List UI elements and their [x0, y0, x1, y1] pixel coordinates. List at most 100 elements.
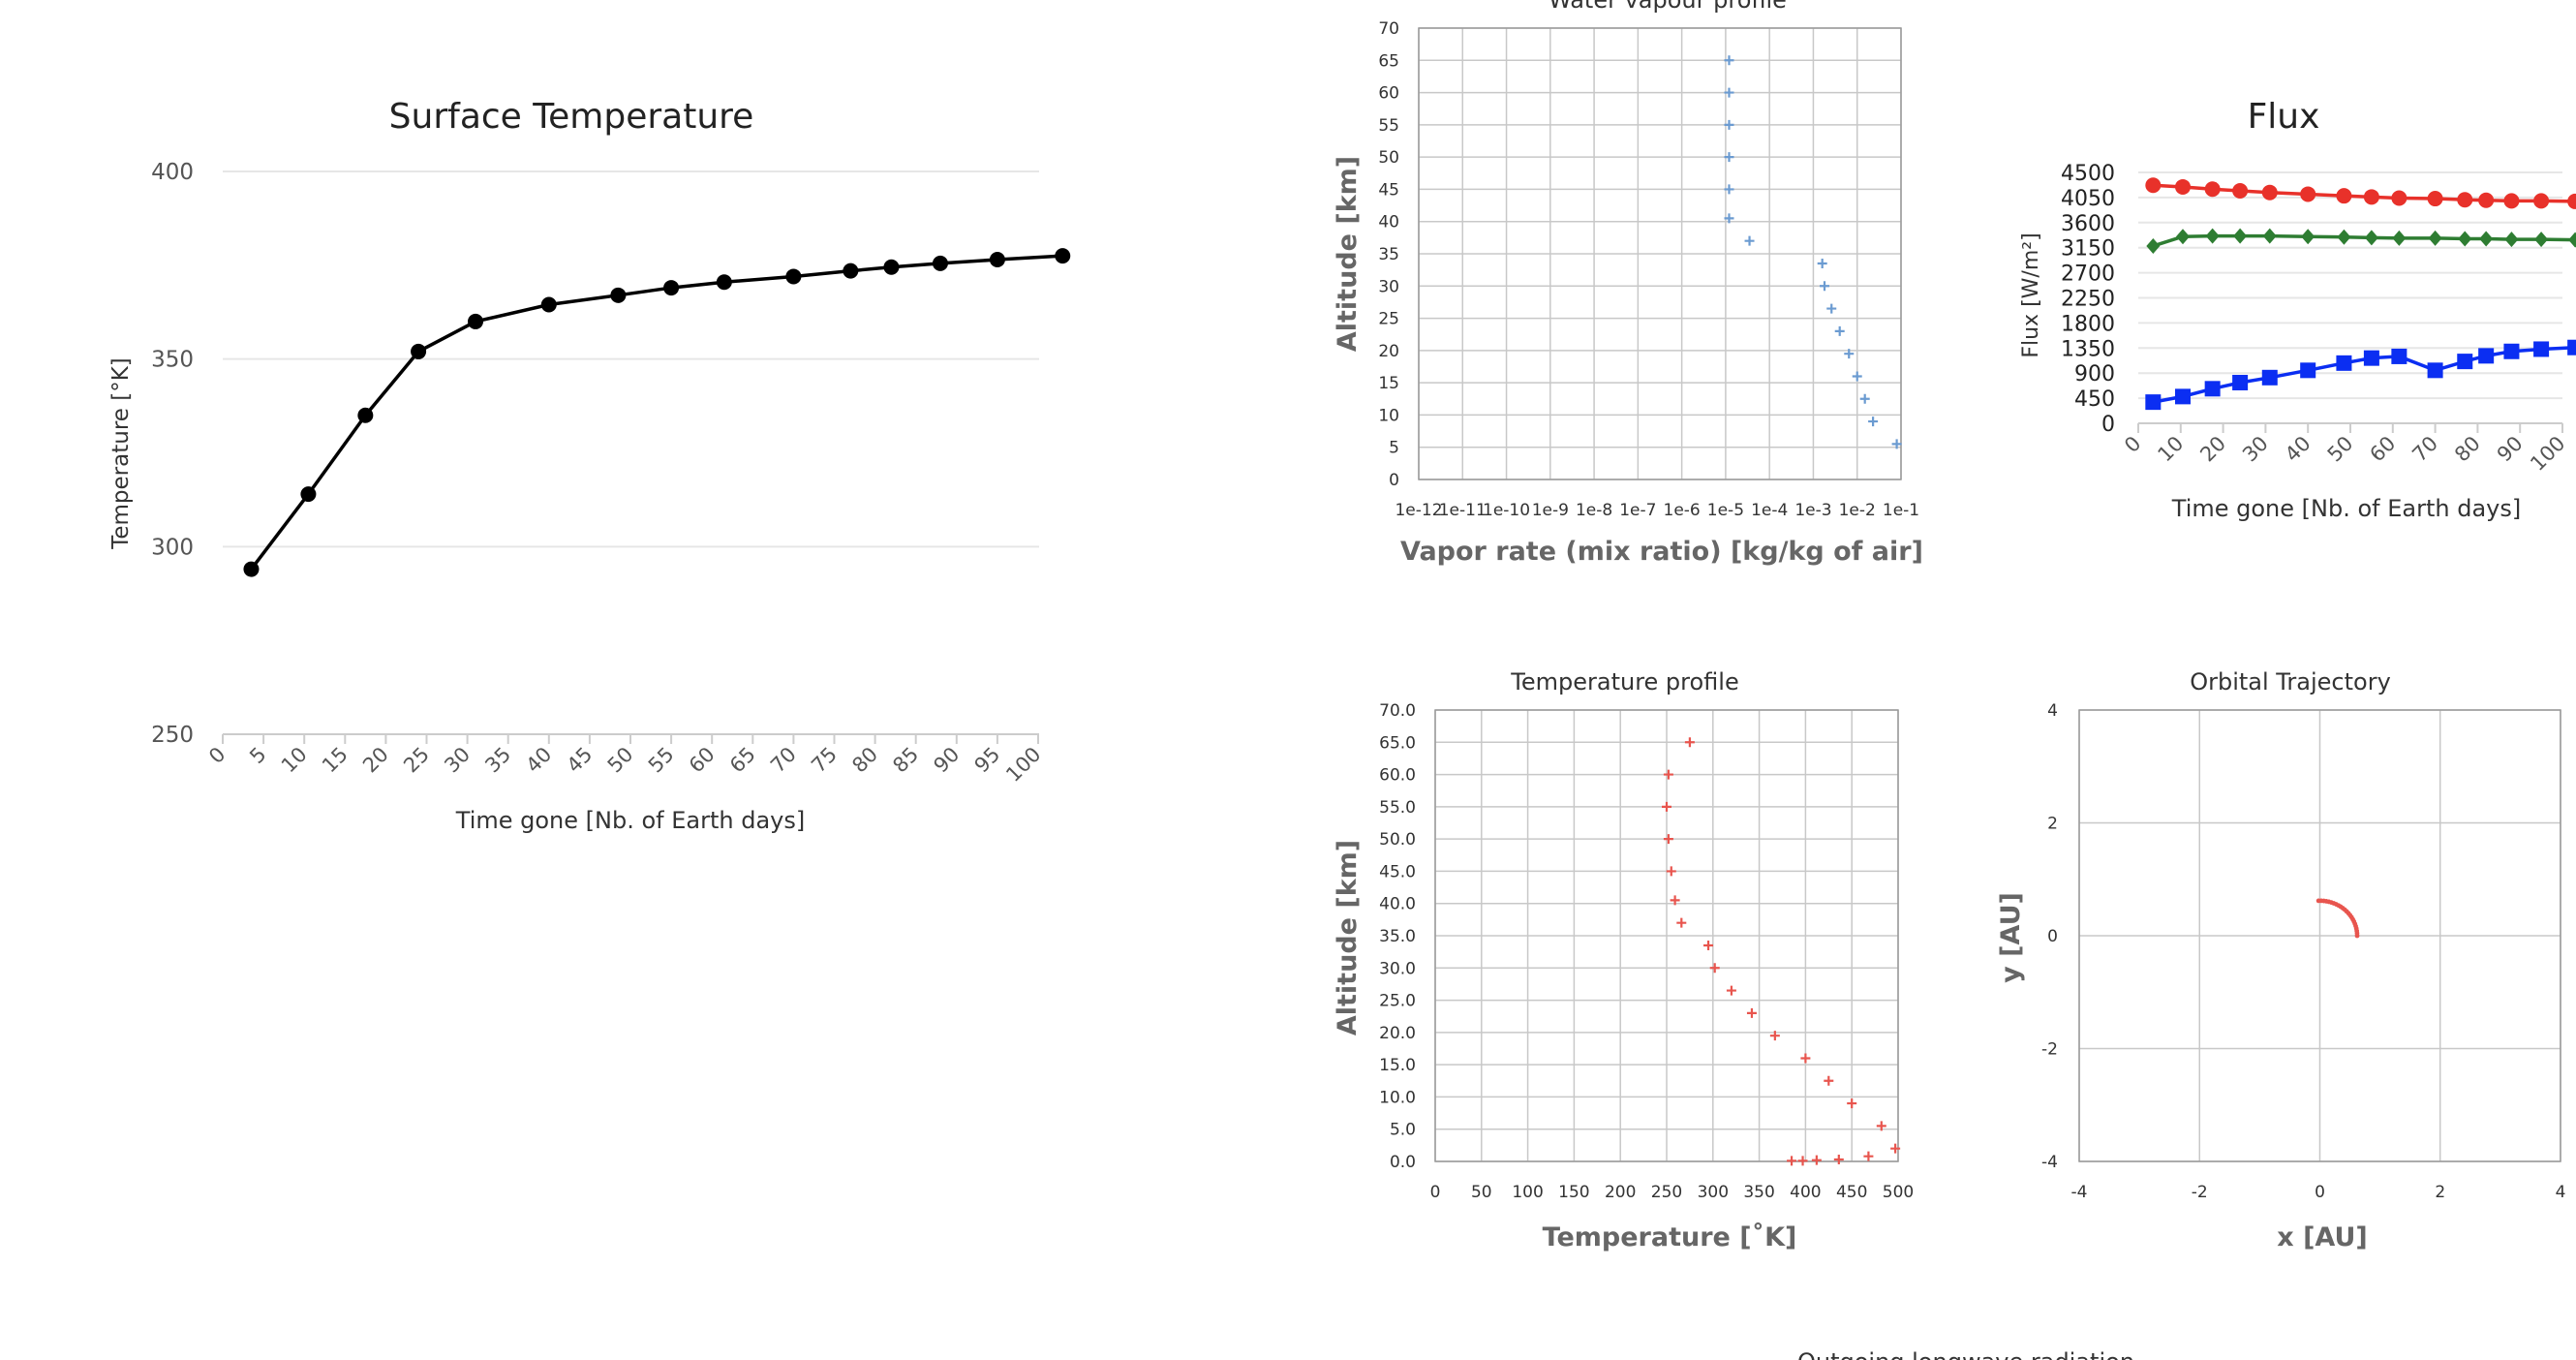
flux-y-tick-label: 1350 — [2061, 337, 2115, 361]
vapour-point — [1744, 235, 1755, 246]
vapour-y-tick-label: 25 — [1378, 310, 1399, 329]
surface-point — [1055, 248, 1071, 264]
vapour-point — [1844, 349, 1855, 359]
vapour-xlabel: Vapor rate (mix ratio) [kg/kg of air] — [1400, 537, 1923, 567]
temperature-point — [1890, 1143, 1901, 1154]
temperature-point — [1797, 1156, 1808, 1166]
temperature-title: Temperature profile — [1510, 668, 1738, 695]
vapour-point — [1724, 119, 1734, 130]
temperature-point — [1863, 1151, 1874, 1161]
temperature-y-tick-label: 20.0 — [1379, 1024, 1416, 1043]
orbit-x-tick-label: -2 — [2192, 1183, 2208, 1202]
temperature-x-tick-label: 350 — [1743, 1183, 1774, 1202]
flux-series-1-point — [2300, 186, 2316, 202]
temperature-point — [1703, 940, 1714, 950]
surface-point — [883, 259, 900, 275]
water-vapour-chart: Water vapour profile Altitude [km] Vapor… — [1333, 0, 1923, 567]
orbit-y-tick-label: 2 — [2047, 815, 2058, 834]
temperature-axis: 0 50 100 150 200 250 300 350 400 450 500 0.0 5.0 10.0… — [1379, 701, 1914, 1202]
temperature-y-tick-label: 55.0 — [1379, 798, 1416, 818]
vapour-y-tick-label: 50 — [1378, 148, 1399, 168]
flux-series-1-point — [2457, 192, 2473, 208]
vapour-x-tick-label: 1e-1 — [1883, 501, 1919, 520]
temperature-point — [1800, 1053, 1811, 1064]
temperature-point — [1746, 1007, 1757, 1018]
temperature-point — [1676, 917, 1687, 928]
vapour-x-tick-label: 1e-5 — [1707, 501, 1744, 520]
orbit-x-tick-label: 4 — [2556, 1183, 2566, 1202]
flux-series-1-point — [2363, 189, 2379, 205]
vapour-frame — [1418, 27, 1902, 480]
temperature-profile-chart: Temperature profile Altitude [km] Temper… — [1333, 668, 1914, 1252]
vapour-x-tick-label: 1e-2 — [1839, 501, 1876, 520]
vapour-point — [1820, 281, 1830, 292]
surface-point — [243, 561, 260, 577]
vapour-x-tick-label: 1e-3 — [1794, 501, 1831, 520]
surface-y-tick-label: 300 — [151, 535, 194, 560]
flux-series-3-point — [2533, 341, 2550, 357]
surface-plot — [243, 248, 1071, 577]
flux-series-3-point — [2300, 362, 2316, 379]
flux-series-3-point — [2391, 348, 2407, 364]
temperature-x-tick-label: 100 — [1512, 1183, 1543, 1202]
vapour-point — [1859, 393, 1870, 404]
temperature-x-tick-label: 250 — [1651, 1183, 1682, 1202]
vapour-y-tick-label: 55 — [1378, 116, 1399, 136]
temperature-point — [1662, 801, 1671, 812]
surface-point — [468, 313, 484, 329]
vapour-point — [1826, 303, 1837, 314]
flux-series-3-point — [2427, 362, 2443, 379]
temperature-point — [1670, 895, 1680, 906]
temperature-y-tick-label: 50.0 — [1379, 830, 1416, 850]
temperature-y-tick-label: 5.0 — [1390, 1121, 1416, 1140]
orbit-x-tick-label: 0 — [2315, 1183, 2325, 1202]
vapour-y-tick-label: 35 — [1378, 245, 1399, 264]
flux-series-1-point — [2478, 192, 2495, 208]
flux-series-2-point — [2205, 228, 2220, 244]
vapour-y-tick-label: 0 — [1389, 471, 1399, 490]
surface-y-tick-label: 350 — [151, 348, 194, 373]
surface-xlabel: Time gone [Nb. of Earth days] — [455, 807, 805, 834]
flux-y-tick-label: 1800 — [2061, 312, 2115, 336]
flux-y-tick-label: 2250 — [2061, 288, 2115, 312]
vapour-y-tick-label: 20 — [1378, 342, 1399, 361]
flux-chart: Flux Flux [W/m²] Time gone [Nb. of Earth… — [2019, 97, 2576, 522]
vapour-point — [1724, 213, 1734, 224]
flux-y-tick-label: 450 — [2074, 387, 2115, 412]
flux-series-2-point — [2301, 229, 2315, 245]
flux-ylabel: Flux [W/m²] — [2019, 232, 2043, 357]
flux-series-1-point — [2174, 178, 2191, 195]
vapour-y-tick-label: 30 — [1378, 277, 1399, 296]
orbit-plot — [2315, 898, 2360, 939]
vapour-y-tick-label: 15 — [1378, 374, 1399, 393]
flux-series-2-point — [2428, 230, 2442, 246]
vapour-x-tick-label: 1e-4 — [1751, 501, 1788, 520]
flux-series-1-point — [2503, 193, 2520, 209]
flux-series-3-point — [2232, 374, 2249, 390]
flux-series-3-point — [2478, 348, 2495, 364]
temperature-point — [1726, 985, 1736, 996]
vapour-y-tick-label: 10 — [1378, 406, 1399, 425]
flux-series-2-point — [2337, 229, 2351, 245]
surface-point — [932, 255, 948, 271]
temperature-point — [1876, 1121, 1886, 1131]
temperature-y-tick-label: 15.0 — [1379, 1056, 1416, 1075]
temperature-point — [1663, 834, 1673, 845]
flux-series-1-point — [2145, 177, 2162, 194]
flux-series-1-point — [2427, 191, 2443, 207]
orbit-y-tick-label: -4 — [2041, 1153, 2058, 1172]
temperature-point — [1787, 1156, 1797, 1166]
temperature-y-tick-label: 45.0 — [1379, 862, 1416, 881]
flux-series-1-point — [2533, 193, 2550, 209]
flux-series-3-point — [2174, 388, 2191, 405]
surface-y-tick-label: 400 — [151, 160, 194, 185]
surface-point — [610, 287, 627, 303]
flux-y-tick-label: 3600 — [2061, 212, 2115, 236]
flux-series-3-point — [2363, 350, 2379, 366]
orbit-frame — [2078, 709, 2561, 1162]
surface-point — [540, 296, 557, 313]
temperature-point — [1847, 1098, 1857, 1109]
temperature-plot — [1662, 737, 1901, 1166]
surface-point — [357, 407, 374, 423]
